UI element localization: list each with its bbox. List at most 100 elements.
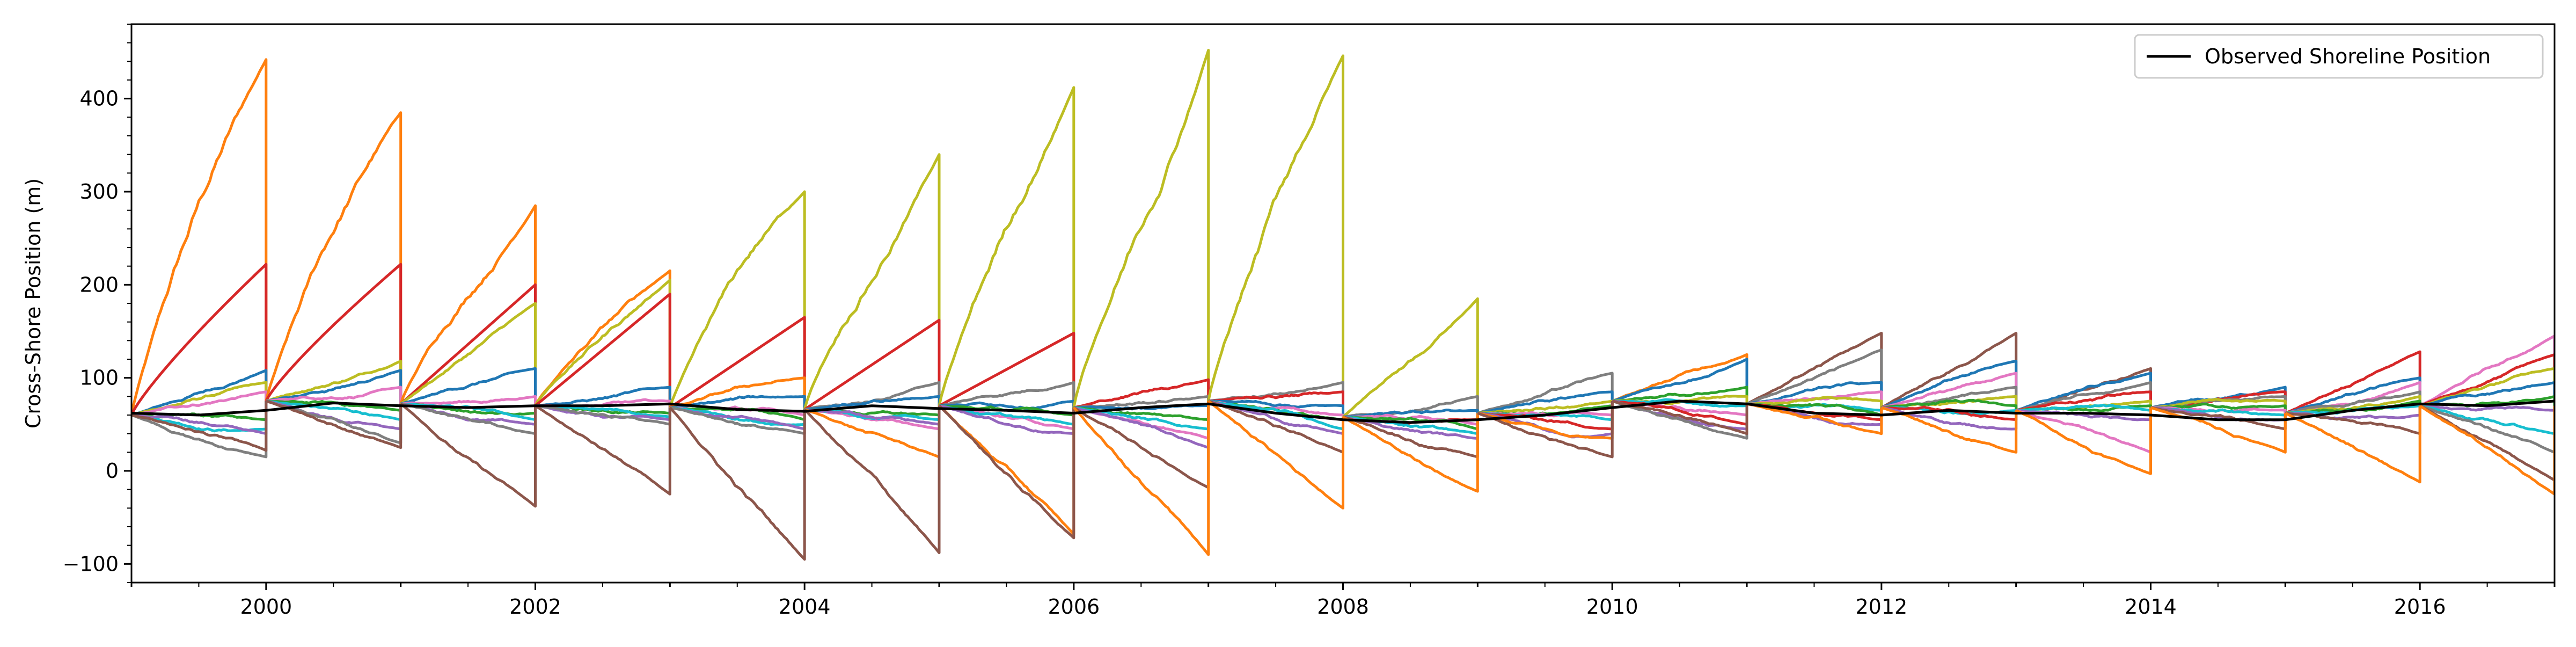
series-line-2016-3 <box>2419 381 2555 408</box>
series-line-2016-6 <box>2419 404 2555 435</box>
series-line-2014-9 <box>2150 406 2287 454</box>
series-line-2013-1 <box>2015 372 2152 412</box>
legend-label-observed: Observed Shoreline Position <box>2205 45 2491 68</box>
series-line-2009-1 <box>1477 390 1614 415</box>
series-line-2006-7 <box>1073 401 1210 449</box>
series-line-2015-4 <box>2285 395 2421 415</box>
observed-line-group <box>131 399 2555 424</box>
series-line-2001-8 <box>400 402 537 435</box>
series-line-2011-1 <box>1746 348 1883 408</box>
series-line-2002-8 <box>535 404 671 426</box>
series-line-2011-9 <box>1746 402 1883 435</box>
series-line-1999-9 <box>131 401 268 452</box>
x-tick-label: 2008 <box>1317 595 1369 619</box>
series-line-1999-4 <box>131 390 268 417</box>
series-line-2011-4 <box>1746 396 1883 408</box>
series-lines <box>131 49 2555 561</box>
series-line-2005-0 <box>938 86 1075 408</box>
observed-shoreline-line <box>131 399 2555 424</box>
series-line-2007-2 <box>1208 390 1344 417</box>
series-line-2012-5 <box>1881 398 2018 411</box>
series-line-2006-8 <box>1073 401 1210 489</box>
series-line-2001-0 <box>399 204 537 406</box>
series-line-2010-6 <box>1612 399 1748 426</box>
series-line-2009-2 <box>1477 399 1613 415</box>
series-line-2005-1 <box>938 332 1075 408</box>
y-tick-label: 200 <box>79 273 119 296</box>
series-line-2003-0 <box>668 190 806 410</box>
series-line-1999-2 <box>131 369 268 417</box>
series-line-2008-8 <box>1342 413 1479 459</box>
series-line-2010-1 <box>1612 358 1748 404</box>
legend: Observed Shoreline Position <box>2134 34 2544 79</box>
series-line-2016-1 <box>2419 353 2555 408</box>
series-line-2007-8 <box>1208 399 1344 454</box>
series-line-2001-4 <box>400 395 537 406</box>
x-tick-label: 2002 <box>509 595 561 619</box>
series-line-2001-9 <box>400 403 537 508</box>
series-line-2000-4 <box>266 386 402 404</box>
series-line-1999-0 <box>131 58 268 416</box>
series-line-2013-8 <box>2015 408 2152 454</box>
series-line-2007-0 <box>1207 54 1344 417</box>
series-line-2012-2 <box>1881 372 2018 411</box>
series-line-2013-9 <box>2015 408 2152 475</box>
series-line-2012-0 <box>1880 332 2018 411</box>
series-line-2007-9 <box>1208 400 1344 510</box>
series-line-2004-1 <box>803 318 941 411</box>
y-tick-label: 400 <box>79 87 119 111</box>
series-line-2000-2 <box>266 360 402 404</box>
y-axis-label: Cross-Shore Position (m) <box>21 178 45 428</box>
legend-box <box>2134 34 2544 79</box>
series-line-2002-2 <box>534 293 671 408</box>
series-line-2000-6 <box>266 399 402 421</box>
series-line-2001-1 <box>400 283 537 406</box>
x-tick-label: 2006 <box>1048 595 1100 619</box>
series-line-2008-0 <box>1342 297 1479 418</box>
series-line-2016-9 <box>2419 404 2555 496</box>
series-line-2014-3 <box>2150 397 2287 413</box>
series-line-1999-7 <box>131 401 268 435</box>
series-line-2003-2 <box>669 376 806 410</box>
series-line-2000-0 <box>265 111 402 404</box>
series-line-2005-3 <box>939 399 1075 410</box>
series-line-2015-3 <box>2285 390 2421 415</box>
series-line-2002-1 <box>534 279 671 408</box>
series-line-2008-9 <box>1342 413 1479 493</box>
series-line-2006-0 <box>1072 49 1210 408</box>
series-line-2002-3 <box>535 386 671 408</box>
series-line-2004-7 <box>804 405 941 426</box>
series-line-2005-9 <box>938 404 1075 540</box>
series-line-2016-0 <box>2419 335 2555 407</box>
series-line-2016-5 <box>2420 404 2555 412</box>
series-line-2015-1 <box>2285 376 2421 415</box>
x-tick-label: 2016 <box>2394 595 2446 619</box>
y-axis: −100 0 100 200 300 400 <box>63 24 131 583</box>
series-line-2006-9 <box>1072 401 1210 556</box>
series-line-2006-1 <box>1073 378 1210 409</box>
series-line-2010-2 <box>1612 386 1748 404</box>
series-line-2004-9 <box>803 405 941 554</box>
y-tick-label: 0 <box>106 459 119 483</box>
y-tick-label: 300 <box>79 180 119 203</box>
series-line-2000-3 <box>266 369 402 404</box>
series-line-2003-9 <box>669 406 806 561</box>
series-line-2004-8 <box>804 405 941 459</box>
series-line-2000-1 <box>265 263 402 404</box>
series-line-2002-0 <box>534 269 671 408</box>
y-tick-label: 100 <box>79 366 119 390</box>
x-tick-label: 2012 <box>1855 595 1907 619</box>
series-line-2013-6 <box>2016 404 2152 412</box>
x-tick-label: 2000 <box>240 595 292 619</box>
series-line-2009-0 <box>1477 372 1614 415</box>
series-line-2001-2 <box>400 302 537 406</box>
series-line-2016-7 <box>2419 404 2555 454</box>
series-line-2007-6 <box>1208 399 1344 431</box>
series-line-2009-9 <box>1477 401 1614 459</box>
x-tick-label: 2010 <box>1586 595 1638 619</box>
series-line-1999-1 <box>131 263 268 416</box>
series-line-2003-1 <box>669 316 806 410</box>
series-line-2013-3 <box>2016 390 2152 412</box>
series-line-2005-7 <box>939 404 1075 435</box>
series-line-2005-2 <box>939 381 1075 408</box>
